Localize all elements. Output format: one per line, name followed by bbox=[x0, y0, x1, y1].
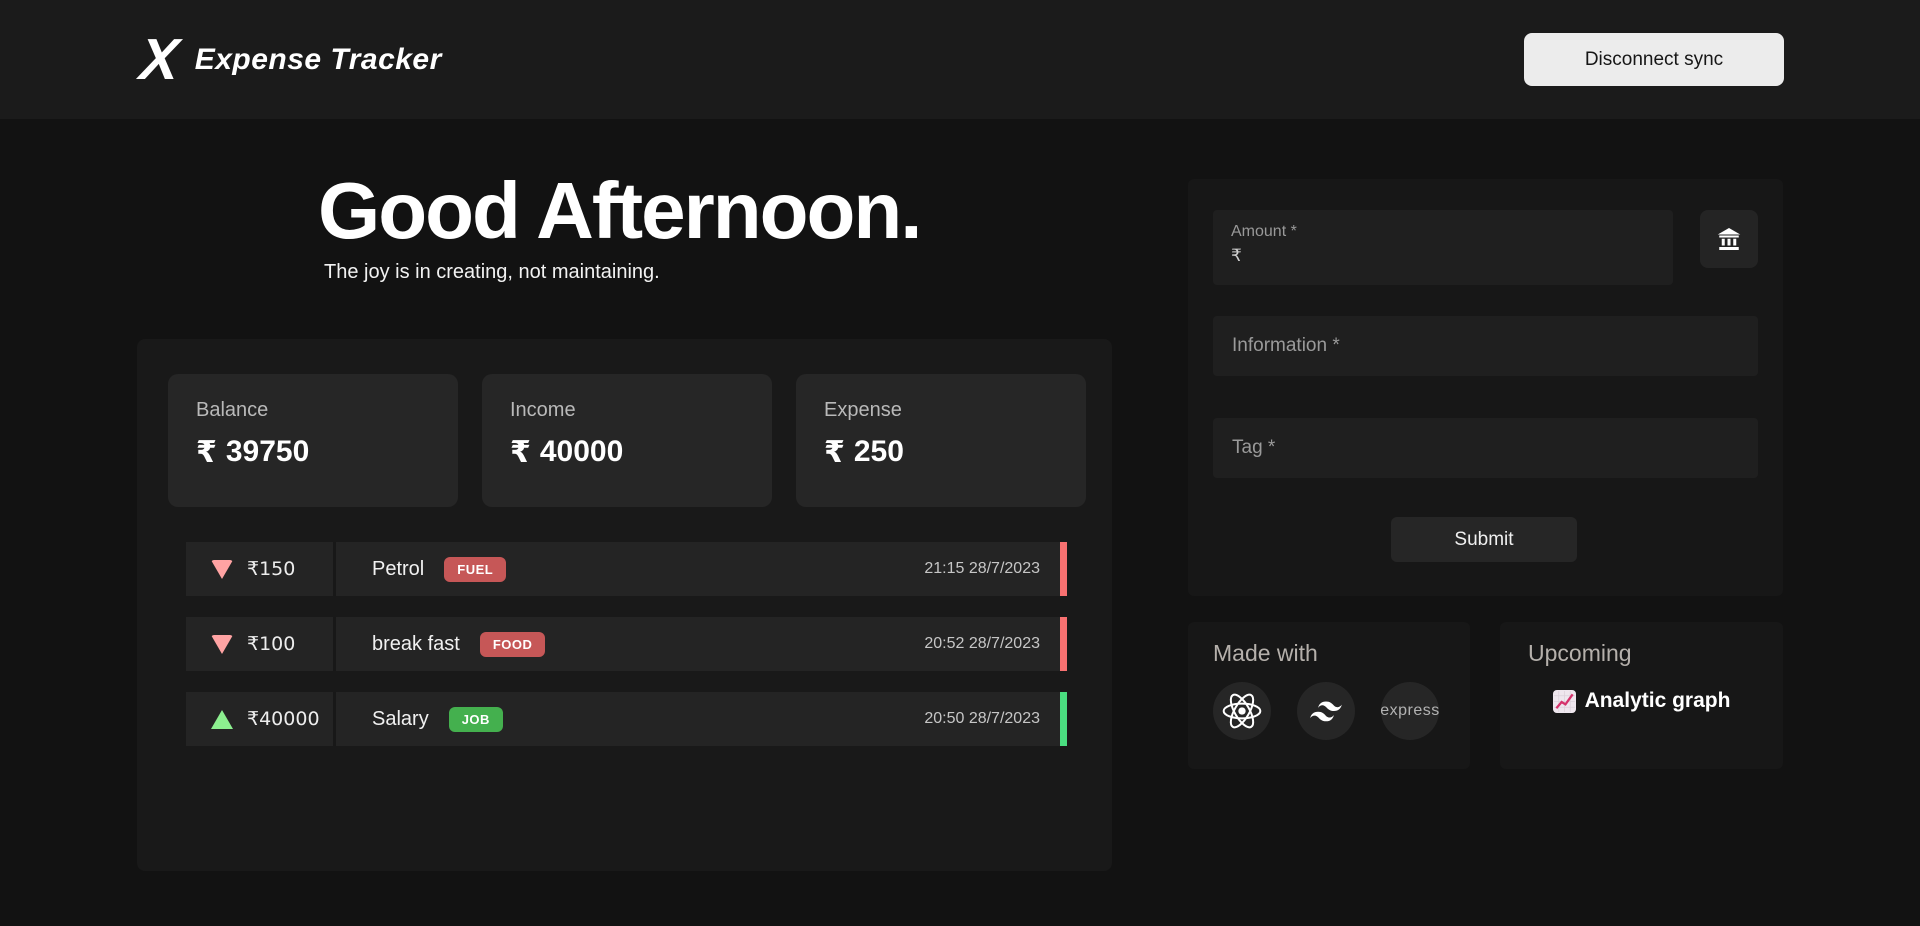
transaction-amount: ₹150 bbox=[247, 558, 296, 580]
balance-value: ₹ 39750 bbox=[196, 435, 430, 470]
tailwind-icon bbox=[1297, 682, 1355, 740]
transaction-amount-cell: ₹100 bbox=[186, 617, 336, 671]
transaction-tag-badge: FUEL bbox=[444, 556, 507, 582]
expense-status-bar bbox=[1060, 542, 1067, 596]
amount-label: Amount * bbox=[1231, 223, 1297, 240]
transaction-detail-cell: Petrol FUEL bbox=[336, 556, 507, 582]
amount-input[interactable] bbox=[1247, 246, 1655, 266]
tag-input[interactable] bbox=[1213, 418, 1758, 478]
transaction-label: Salary bbox=[372, 707, 429, 730]
balance-label: Balance bbox=[196, 399, 269, 421]
transaction-amount: ₹40000 bbox=[247, 708, 320, 730]
balance-card: Balance ₹ 39750 bbox=[168, 374, 458, 507]
rupee-icon: ₹ bbox=[824, 435, 845, 470]
information-input[interactable] bbox=[1213, 316, 1758, 376]
transaction-list: ₹150 Petrol FUEL 21:15 28/7/2023 ₹100 br… bbox=[137, 542, 1112, 746]
transaction-detail-cell: break fast FOOD bbox=[336, 631, 546, 657]
app-header: X Expense Tracker Disconnect sync bbox=[0, 0, 1920, 119]
tech-icons: express bbox=[1213, 682, 1445, 740]
transaction-timestamp: 20:50 28/7/2023 bbox=[924, 710, 1040, 727]
made-with-title: Made with bbox=[1213, 640, 1318, 666]
disconnect-sync-button[interactable]: Disconnect sync bbox=[1524, 33, 1784, 86]
transaction-label: Petrol bbox=[372, 557, 425, 580]
bank-button[interactable] bbox=[1700, 210, 1758, 268]
rupee-icon: ₹ bbox=[196, 435, 217, 470]
transaction-row[interactable]: ₹150 Petrol FUEL 21:15 28/7/2023 bbox=[186, 542, 1067, 596]
amount-input-line: ₹ bbox=[1231, 246, 1655, 266]
expense-status-bar bbox=[1060, 617, 1067, 671]
greeting-title: Good Afternoon. bbox=[318, 166, 922, 255]
upcoming-item-label: Analytic graph bbox=[1584, 689, 1731, 712]
rupee-icon: ₹ bbox=[510, 435, 531, 470]
transaction-timestamp: 20:52 28/7/2023 bbox=[924, 635, 1040, 652]
dashboard-panel: Balance ₹ 39750 Income ₹ 40000 Expense ₹… bbox=[137, 339, 1112, 871]
express-label: express bbox=[1380, 702, 1440, 719]
expense-card: Expense ₹ 250 bbox=[796, 374, 1086, 507]
upcoming-title: Upcoming bbox=[1528, 640, 1632, 666]
arrow-down-icon bbox=[211, 559, 233, 579]
arrow-up-icon bbox=[211, 709, 233, 729]
transaction-amount-cell: ₹40000 bbox=[186, 692, 336, 746]
income-status-bar bbox=[1060, 692, 1067, 746]
react-icon bbox=[1213, 682, 1271, 740]
income-value: ₹ 40000 bbox=[510, 435, 744, 470]
income-card: Income ₹ 40000 bbox=[482, 374, 772, 507]
greeting-section: Good Afternoon. The joy is in creating, … bbox=[318, 166, 922, 284]
chart-increasing-icon bbox=[1552, 689, 1576, 713]
balance-amount: 39750 bbox=[225, 435, 310, 468]
transaction-timestamp: 21:15 28/7/2023 bbox=[924, 560, 1040, 577]
transaction-amount-cell: ₹150 bbox=[186, 542, 336, 596]
transaction-form-panel: Amount * ₹ Submit bbox=[1188, 179, 1783, 596]
rupee-prefix-icon: ₹ bbox=[1231, 246, 1242, 266]
upcoming-item: Analytic graph bbox=[1528, 689, 1755, 713]
transaction-detail-cell: Salary JOB bbox=[336, 706, 503, 732]
logo-x-mark: X bbox=[137, 26, 181, 92]
amount-field[interactable]: Amount * ₹ bbox=[1213, 210, 1673, 285]
transaction-amount: ₹100 bbox=[247, 633, 296, 655]
transaction-label: break fast bbox=[372, 632, 460, 655]
app-logo: X Expense Tracker bbox=[137, 26, 442, 92]
summary-cards: Balance ₹ 39750 Income ₹ 40000 Expense ₹… bbox=[137, 339, 1112, 507]
transaction-tag-badge: JOB bbox=[448, 706, 503, 732]
app-title: Expense Tracker bbox=[194, 42, 442, 76]
greeting-subtitle: The joy is in creating, not maintaining. bbox=[324, 261, 660, 283]
transaction-tag-badge: FOOD bbox=[479, 631, 546, 657]
express-icon: express bbox=[1380, 682, 1440, 740]
submit-button[interactable]: Submit bbox=[1391, 517, 1577, 562]
amount-row: Amount * ₹ bbox=[1213, 210, 1758, 285]
expense-amount: 250 bbox=[853, 435, 904, 468]
expense-label: Expense bbox=[824, 399, 902, 421]
expense-value: ₹ 250 bbox=[824, 435, 1058, 470]
transaction-row[interactable]: ₹100 break fast FOOD 20:52 28/7/2023 bbox=[186, 617, 1067, 671]
made-with-panel: Made with express bbox=[1188, 622, 1470, 769]
bank-icon bbox=[1717, 228, 1741, 250]
transaction-row[interactable]: ₹40000 Salary JOB 20:50 28/7/2023 bbox=[186, 692, 1067, 746]
income-label: Income bbox=[510, 399, 576, 421]
income-amount: 40000 bbox=[539, 435, 624, 468]
arrow-down-icon bbox=[211, 634, 233, 654]
upcoming-panel: Upcoming Analytic graph bbox=[1500, 622, 1783, 769]
